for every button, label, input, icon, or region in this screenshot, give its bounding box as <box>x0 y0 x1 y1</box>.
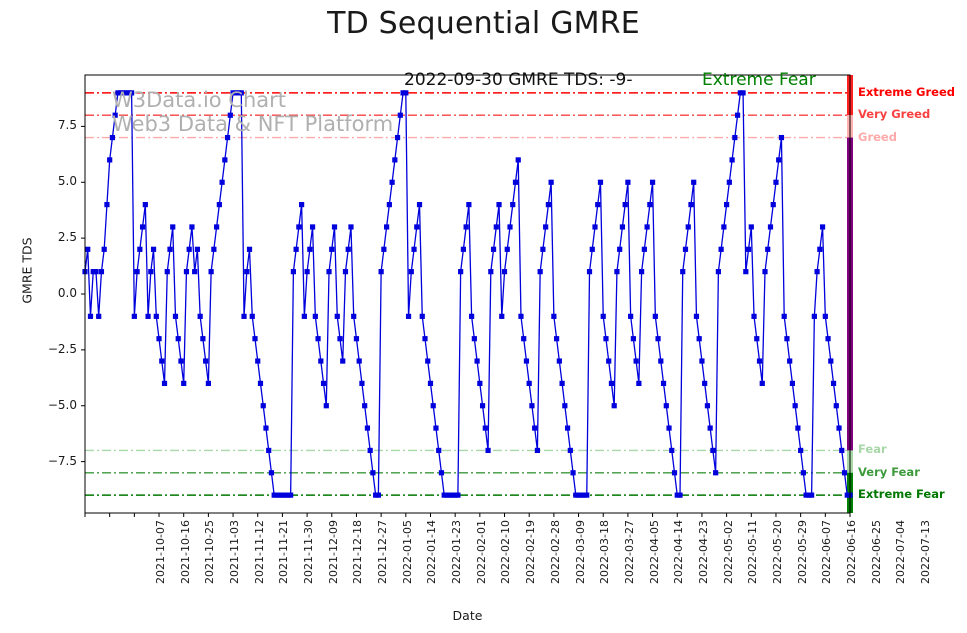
x-tick-label: 2022-05-29 <box>795 520 809 584</box>
x-tick-label: 2022-06-16 <box>844 520 858 584</box>
x-tick-label: 2022-01-23 <box>450 520 464 584</box>
y-tick-label: 0.0 <box>57 286 77 300</box>
x-tick-label: 2022-05-11 <box>746 520 760 584</box>
y-tick-label: 2.5 <box>57 230 77 245</box>
annotation-current-value: 2022-09-30 GMRE TDS: -9- <box>404 70 633 90</box>
x-tick-label: 2022-07-13 <box>918 520 932 584</box>
x-tick-label: 2022-07-04 <box>894 520 908 584</box>
x-tick-label: 2021-12-18 <box>351 520 365 584</box>
x-tick-label: 2022-03-27 <box>622 520 636 584</box>
x-tick-label: 2022-06-25 <box>869 520 883 584</box>
x-tick-label: 2021-11-03 <box>227 520 241 584</box>
x-tick-label: 2022-04-05 <box>647 520 661 584</box>
x-tick-label: 2022-04-14 <box>672 520 686 584</box>
x-tick-label: 2022-01-05 <box>400 520 414 584</box>
y-tick-label: 7.5 <box>57 118 77 133</box>
zone-label-extreme-greed: Extreme Greed <box>858 84 955 99</box>
x-axis-label: Date <box>452 608 483 623</box>
x-tick-label: 2022-02-28 <box>548 520 562 584</box>
x-tick-label: 2021-12-09 <box>326 520 340 584</box>
zone-label-very-fear: Very Fear <box>858 464 920 479</box>
zone-label-fear: Fear <box>858 442 887 457</box>
annotation-current-state: Extreme Fear <box>702 70 816 90</box>
x-tick-label: 2021-10-25 <box>203 520 217 584</box>
y-tick-label: −7.5 <box>47 453 77 468</box>
zone-label-extreme-fear: Extreme Fear <box>858 487 945 502</box>
zone-label-very-greed: Very Greed <box>858 107 931 122</box>
x-tick-label: 2022-03-09 <box>573 520 587 584</box>
x-tick-label: 2022-02-10 <box>499 520 513 584</box>
zone-label-greed: Greed <box>858 129 897 144</box>
page-title: TD Sequential GMRE <box>327 6 640 41</box>
x-tick-label: 2022-05-02 <box>721 520 735 584</box>
x-tick-label: 2021-11-30 <box>302 520 315 584</box>
x-tick-label: 2022-05-20 <box>770 520 784 584</box>
x-tick-label: 2021-10-07 <box>153 520 167 584</box>
x-tick-label: 2021-11-12 <box>252 520 266 584</box>
y-tick-label: −5.0 <box>47 397 77 412</box>
x-tick-label: 2022-01-14 <box>425 520 439 584</box>
x-tick-label: 2022-02-19 <box>524 520 538 584</box>
x-tick-label: 2022-03-18 <box>598 520 612 584</box>
x-tick-label: 2021-12-27 <box>376 520 390 584</box>
x-tick-label: 2022-02-01 <box>474 520 488 584</box>
x-tick-label: 2022-04-23 <box>696 520 710 584</box>
y-tick-label: 5.0 <box>57 174 77 189</box>
x-tick-label: 2021-11-21 <box>277 520 291 584</box>
x-tick-label: 2021-10-16 <box>178 520 192 584</box>
y-tick-label: −2.5 <box>47 341 77 356</box>
x-tick-label: 2022-06-07 <box>820 520 834 584</box>
